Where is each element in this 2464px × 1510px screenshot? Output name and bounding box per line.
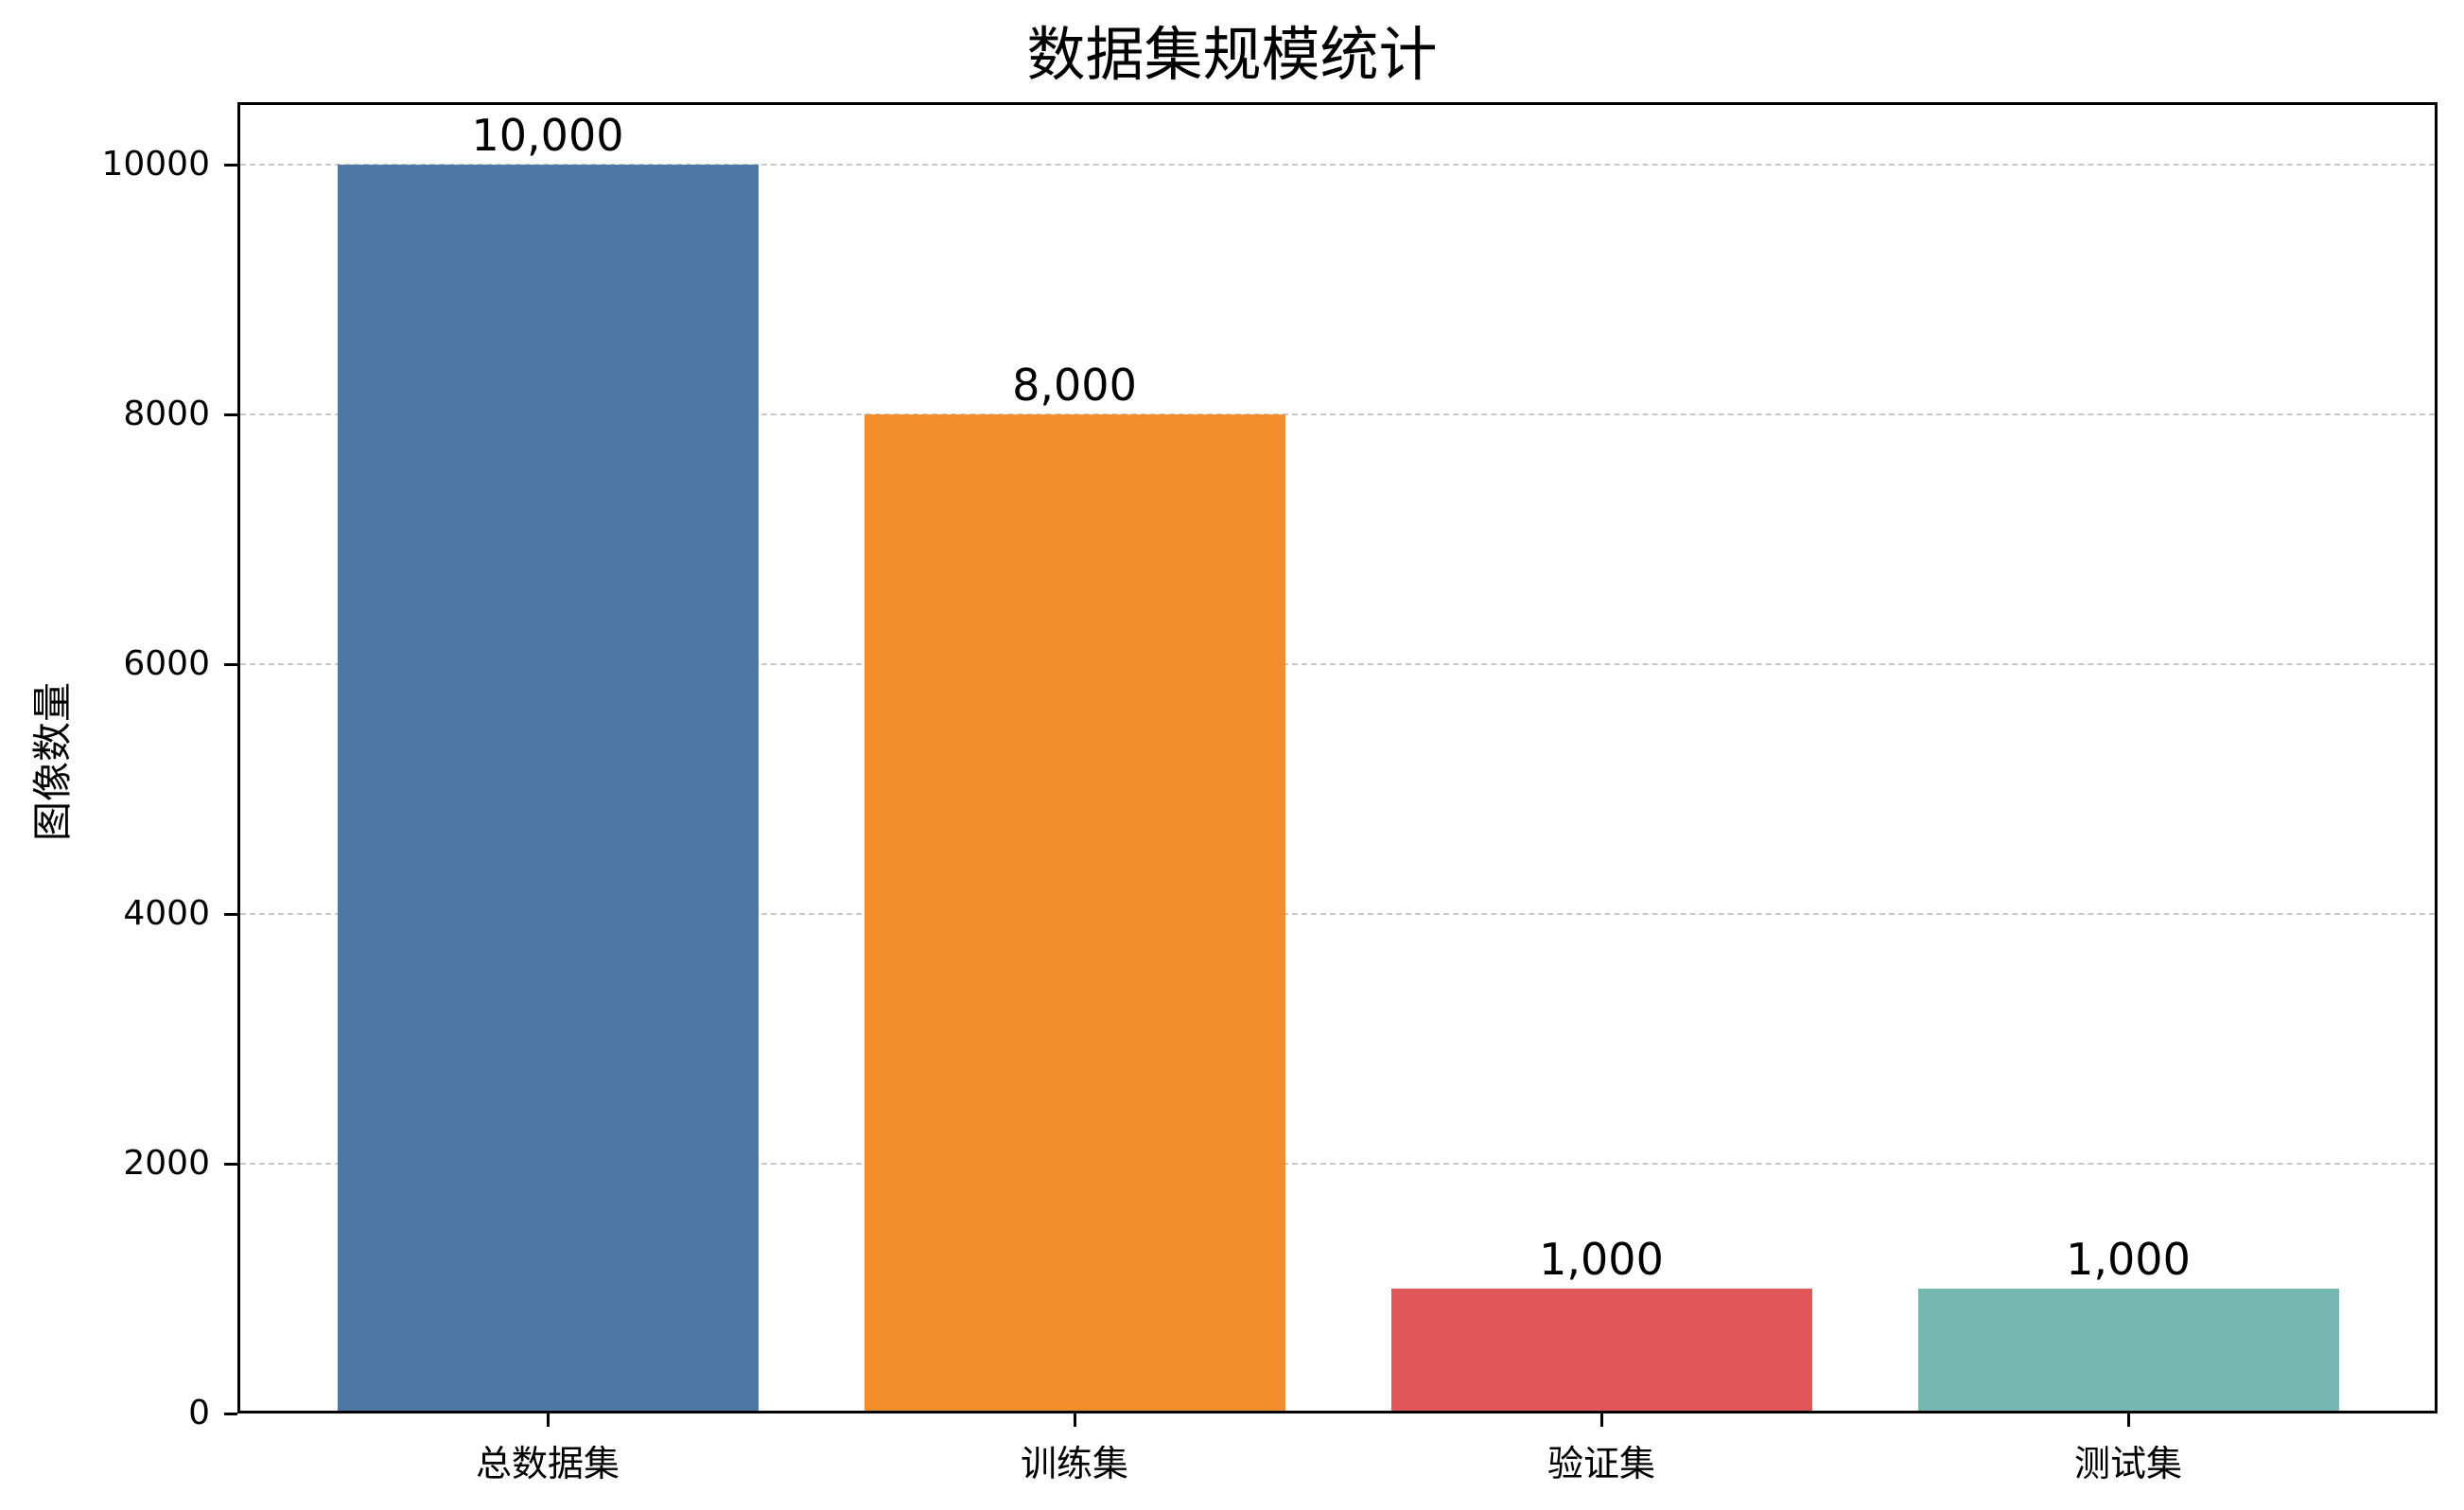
bar [864,414,1285,1411]
y-tick-label: 2000 [123,1144,210,1183]
y-tick [224,1413,237,1415]
gridline [240,663,2435,665]
x-tick-label: 验证集 [1547,1443,1655,1484]
y-tick-label: 4000 [123,894,210,933]
bar [337,165,759,1411]
x-tick-label: 总数据集 [475,1443,620,1484]
bar-value-label: 8,000 [1012,360,1137,411]
y-tick [224,913,237,916]
x-tick [1600,1413,1603,1427]
chart-title: 数据集规模统计 [1026,20,1438,89]
bar [1390,1289,1812,1411]
y-tick-label: 6000 [123,644,210,683]
y-tick-label: 0 [188,1394,210,1432]
y-tick [224,413,237,416]
y-tick [224,1163,237,1166]
y-tick [224,164,237,167]
plot-area: 10,000 8,000 1,000 1,000 [237,102,2438,1413]
gridline [240,1163,2435,1165]
bar-value-label: 1,000 [2066,1234,2191,1285]
y-tick [224,663,237,666]
x-tick [547,1413,550,1427]
y-tick-label: 10000 [101,145,210,184]
x-tick-label: 训练集 [1020,1443,1128,1484]
bar-value-label: 10,000 [471,110,624,161]
x-tick [2127,1413,2130,1427]
x-tick [1074,1413,1076,1427]
y-axis-label: 图像数量 [29,681,76,842]
gridline [240,913,2435,915]
gridline [240,164,2435,166]
bar-value-label: 1,000 [1539,1234,1664,1285]
gridline [240,413,2435,415]
y-tick-label: 8000 [123,395,210,433]
x-tick-label: 测试集 [2073,1443,2182,1484]
bar [1917,1289,2339,1411]
